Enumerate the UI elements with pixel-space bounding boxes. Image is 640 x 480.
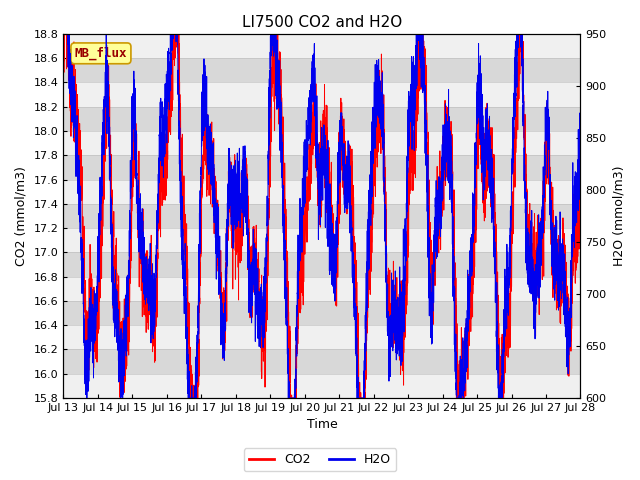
Bar bbox=[63, 10, 580, 34]
Bar bbox=[63, 204, 580, 228]
Y-axis label: H2O (mmol/m3): H2O (mmol/m3) bbox=[612, 166, 625, 266]
Legend: CO2, H2O: CO2, H2O bbox=[244, 448, 396, 471]
Y-axis label: CO2 (mmol/m3): CO2 (mmol/m3) bbox=[15, 166, 28, 266]
X-axis label: Time: Time bbox=[307, 419, 337, 432]
Bar bbox=[63, 107, 580, 131]
Bar bbox=[63, 58, 580, 83]
Title: LI7500 CO2 and H2O: LI7500 CO2 and H2O bbox=[242, 15, 402, 30]
Bar bbox=[63, 301, 580, 325]
Bar bbox=[63, 252, 580, 276]
Bar bbox=[63, 325, 580, 349]
Bar bbox=[63, 228, 580, 252]
Bar bbox=[63, 374, 580, 398]
Bar bbox=[63, 34, 580, 58]
Text: MB_flux: MB_flux bbox=[75, 47, 127, 60]
Bar bbox=[63, 83, 580, 107]
Bar bbox=[63, 131, 580, 156]
Bar bbox=[63, 349, 580, 374]
Bar bbox=[63, 156, 580, 180]
Bar bbox=[63, 180, 580, 204]
Bar bbox=[63, 276, 580, 301]
